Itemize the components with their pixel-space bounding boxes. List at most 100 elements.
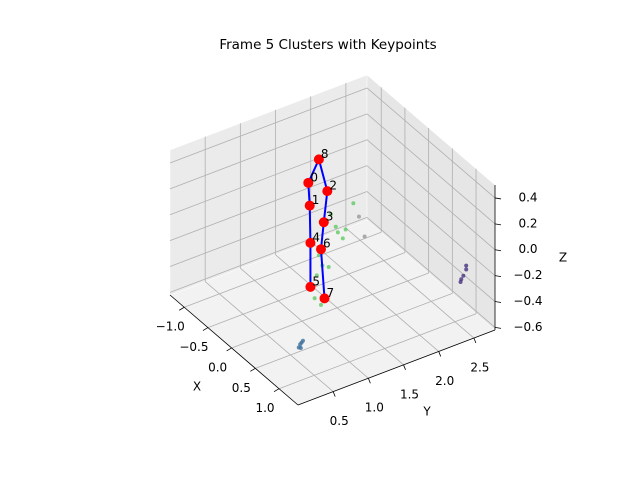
grid-line (275, 254, 404, 366)
cluster-point (333, 224, 338, 229)
y-tick-label: 2.0 (435, 374, 454, 388)
grid-line (345, 227, 475, 339)
cluster-point (464, 263, 469, 268)
y-tick-label: 1.0 (365, 401, 384, 415)
grid-line (184, 231, 382, 308)
tick-mark (179, 306, 185, 311)
keypoint-label: 8 (321, 147, 329, 161)
tick-mark (250, 367, 256, 372)
y-axis-label: Y (422, 405, 431, 419)
cluster-point (343, 227, 348, 232)
z-tick-label: 0.2 (518, 216, 537, 230)
y-tick-label: 0.5 (330, 414, 349, 428)
x-tick-label: −0.5 (179, 340, 208, 354)
cluster-point (464, 267, 469, 272)
skeleton-line (322, 191, 329, 223)
keypoint (315, 244, 326, 255)
cluster-point (326, 264, 331, 269)
tick-mark (494, 197, 502, 200)
grid-line (255, 292, 453, 369)
grid-line (366, 113, 496, 225)
tick-mark (367, 378, 371, 384)
grid-line (169, 113, 368, 190)
grid-line (169, 191, 368, 267)
z-tick-label: −0.4 (513, 294, 542, 308)
keypoint-label: 1 (312, 193, 320, 207)
cluster-point (312, 296, 317, 301)
tick-mark (494, 249, 502, 252)
grid-line (169, 87, 368, 164)
tick-mark (226, 347, 232, 352)
cluster-point (362, 234, 367, 239)
cluster-point (458, 280, 463, 285)
grid-line (366, 165, 496, 276)
cluster-point (461, 273, 466, 278)
cluster-point (356, 214, 361, 219)
y-tick-label: 1.5 (400, 387, 419, 401)
tick-mark (403, 364, 406, 370)
cluster-point (300, 338, 305, 343)
tick-mark (494, 327, 502, 329)
keypoint (318, 217, 329, 228)
x-axis-label: X (193, 380, 201, 394)
keypoint (304, 200, 315, 211)
keypoint (305, 281, 316, 292)
z-axis-label: Z (559, 251, 567, 265)
z-tick-label: 0.0 (518, 242, 537, 256)
grid-line (231, 272, 429, 349)
grid-line (207, 252, 406, 328)
grid-line (169, 217, 368, 293)
y-tick-label: 2.5 (470, 361, 489, 375)
skeleton-line (308, 205, 312, 243)
grid-line (366, 191, 496, 302)
grid-line (366, 87, 496, 199)
tick-mark (494, 223, 502, 226)
tick-mark (494, 275, 502, 278)
keypoint-label: 6 (323, 237, 331, 251)
tick-mark (273, 388, 280, 393)
keypoint-label: 4 (312, 230, 320, 244)
cluster-point (351, 201, 356, 206)
keypoint (303, 177, 314, 188)
grid-line (204, 281, 334, 392)
cluster-point (335, 230, 340, 235)
cluster-point (328, 212, 333, 217)
cluster-point (316, 253, 321, 258)
keypoint (322, 186, 333, 197)
tick-mark (494, 301, 502, 303)
skeleton-line (319, 249, 326, 299)
keypoint (305, 237, 316, 248)
grid-line (366, 217, 496, 328)
keypoint-label: 5 (312, 274, 320, 288)
z-tick-label: 0.4 (518, 190, 537, 204)
grid-line (310, 241, 439, 352)
axis-line (297, 329, 496, 406)
z-tick-label: −0.6 (513, 320, 542, 334)
keypoint-label: 2 (329, 179, 337, 193)
x-tick-label: 1.0 (255, 401, 274, 415)
grid-line (169, 139, 368, 216)
tick-mark (438, 351, 442, 357)
keypoint-label: 3 (326, 210, 334, 224)
keypoint-label: 7 (327, 286, 335, 300)
x-tick-label: −1.0 (156, 320, 185, 334)
cluster-point (318, 302, 323, 307)
grid-line (278, 313, 477, 390)
tick-mark (473, 337, 477, 344)
x-tick-label: 0.0 (208, 360, 227, 374)
tick-mark (332, 391, 336, 397)
cluster-point (298, 346, 303, 351)
z-tick-label: −0.2 (513, 268, 542, 282)
chart-title: Frame 5 Clusters with Keypoints (219, 37, 436, 53)
skeleton-line (317, 159, 329, 192)
tick-mark (202, 327, 209, 331)
axis-line (169, 294, 299, 406)
keypoint (313, 154, 324, 165)
keypoint-label: 0 (310, 170, 318, 184)
grid-line (240, 267, 369, 379)
x-tick-label: 0.5 (232, 381, 251, 395)
cluster-point (340, 236, 345, 241)
cluster-point (314, 273, 319, 278)
keypoint (319, 293, 330, 304)
